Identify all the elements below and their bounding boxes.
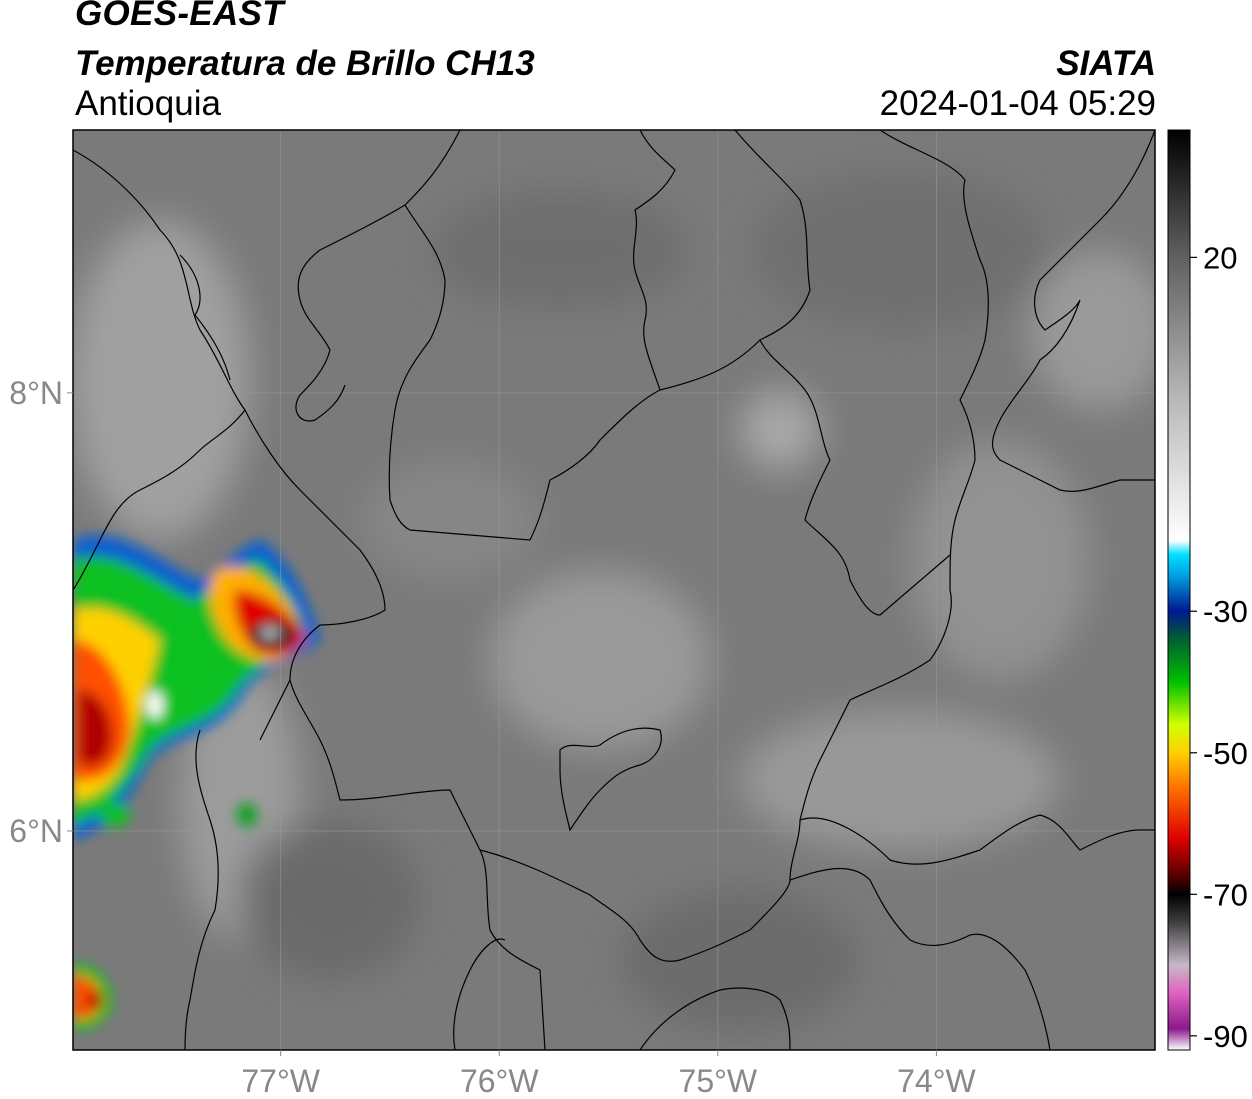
lon-tick-label: 77°W <box>241 1063 320 1099</box>
lon-tick-label: 75°W <box>679 1063 758 1099</box>
colorbar-tick-label: -50 <box>1203 736 1248 771</box>
map-frame <box>72 129 1156 1051</box>
colorbar-tick-label: -70 <box>1203 877 1248 912</box>
colorbar-tick-label: -90 <box>1203 1019 1248 1054</box>
colorbar-ticks: 20 -30 -50 -70 -90 <box>1190 240 1248 1054</box>
colorbar-gradient <box>1167 129 1191 1051</box>
organization-label: SIATA <box>1056 44 1156 83</box>
satellite-title: GOES-EAST <box>75 0 284 33</box>
cloud-texture <box>73 170 1155 1030</box>
gridlines <box>73 130 1155 1050</box>
lat-tick-label: 6°N <box>9 813 63 849</box>
lon-tick-label: 74°W <box>897 1063 976 1099</box>
colorbar: 20 -30 -50 -70 -90 <box>1167 129 1248 1054</box>
boundary-lines <box>73 130 1155 1050</box>
colorbar-tick-label: 20 <box>1203 240 1237 275</box>
datetime-label: 2024-01-04 05:29 <box>879 84 1156 123</box>
convective-cells <box>73 535 320 1030</box>
latitude-ticks: 8°N 6°N <box>9 375 73 849</box>
map-area <box>73 130 1155 1050</box>
region-label: Antioquia <box>75 84 221 123</box>
longitude-ticks: 77°W 76°W 75°W 74°W <box>241 1050 977 1099</box>
lat-tick-label: 8°N <box>9 375 63 411</box>
lon-tick-label: 76°W <box>460 1063 539 1099</box>
product-title: Temperatura de Brillo CH13 <box>75 44 535 83</box>
colorbar-tick-label: -30 <box>1203 594 1248 629</box>
